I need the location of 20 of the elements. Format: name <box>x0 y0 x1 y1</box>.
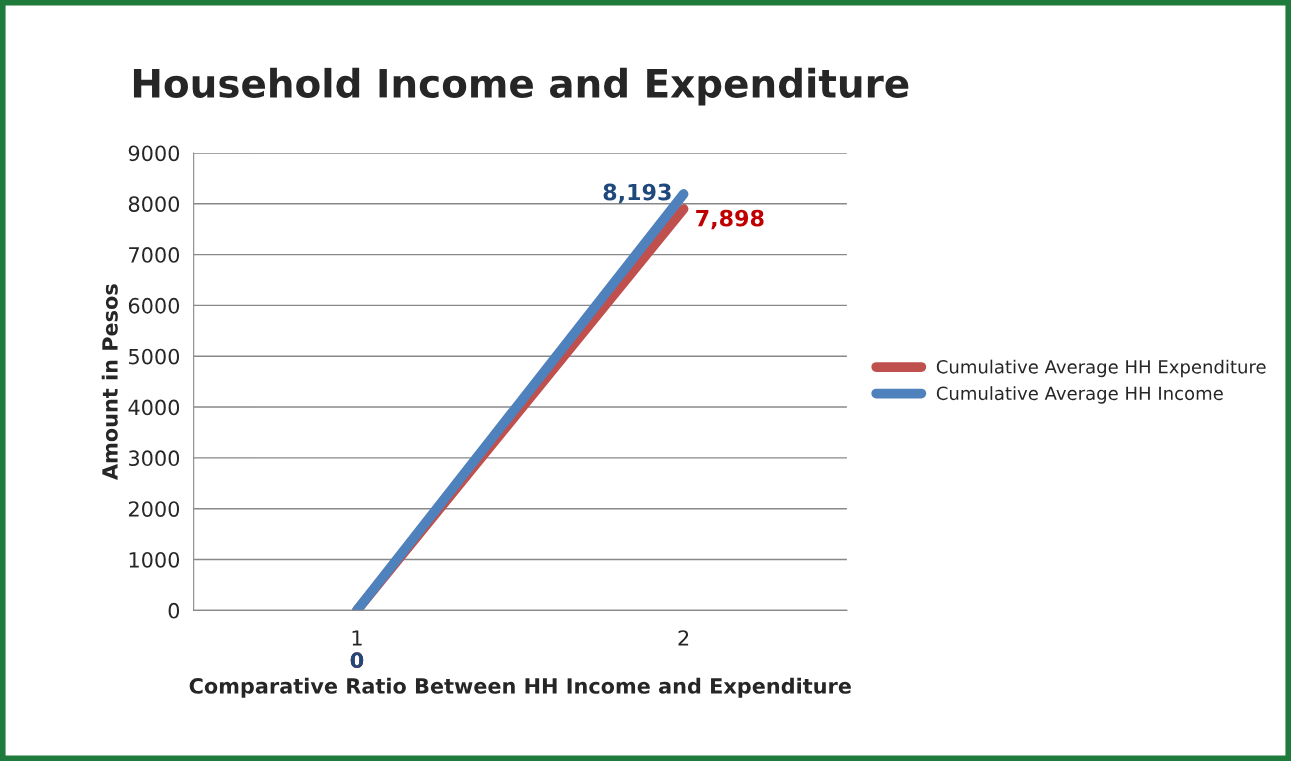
y-tick-label: 2000 <box>128 501 180 517</box>
y-tick-label: 7000 <box>129 247 180 263</box>
y-tick-label: 1000 <box>129 551 180 568</box>
data-label: 0 <box>350 652 364 669</box>
data-label: 8,193 <box>603 183 671 204</box>
data-label: 7,898 <box>696 209 764 230</box>
x-tick-label: 2 <box>678 630 689 646</box>
y-tick-label: 9000 <box>128 145 180 162</box>
y-tick-label: 3000 <box>129 450 180 467</box>
chart-title: Household Income and Expenditure <box>133 67 909 106</box>
y-tick-label: 6000 <box>128 297 180 314</box>
legend-label: Cumulative Average HH Expenditure <box>936 359 1266 378</box>
y-tick-label: 8000 <box>128 196 180 212</box>
x-axis-title: Comparative Ratio Between HH Income and Expenditure <box>189 677 851 698</box>
x-tick-label: 1 <box>352 630 362 646</box>
y-tick-label: 0 <box>168 602 180 619</box>
y-tick-label: 4000 <box>128 399 180 416</box>
legend-label: Cumulative Average HH Income <box>936 386 1223 404</box>
y-axis-title: Amount in Pesos <box>101 284 118 480</box>
y-tick-label: 5000 <box>129 348 180 365</box>
